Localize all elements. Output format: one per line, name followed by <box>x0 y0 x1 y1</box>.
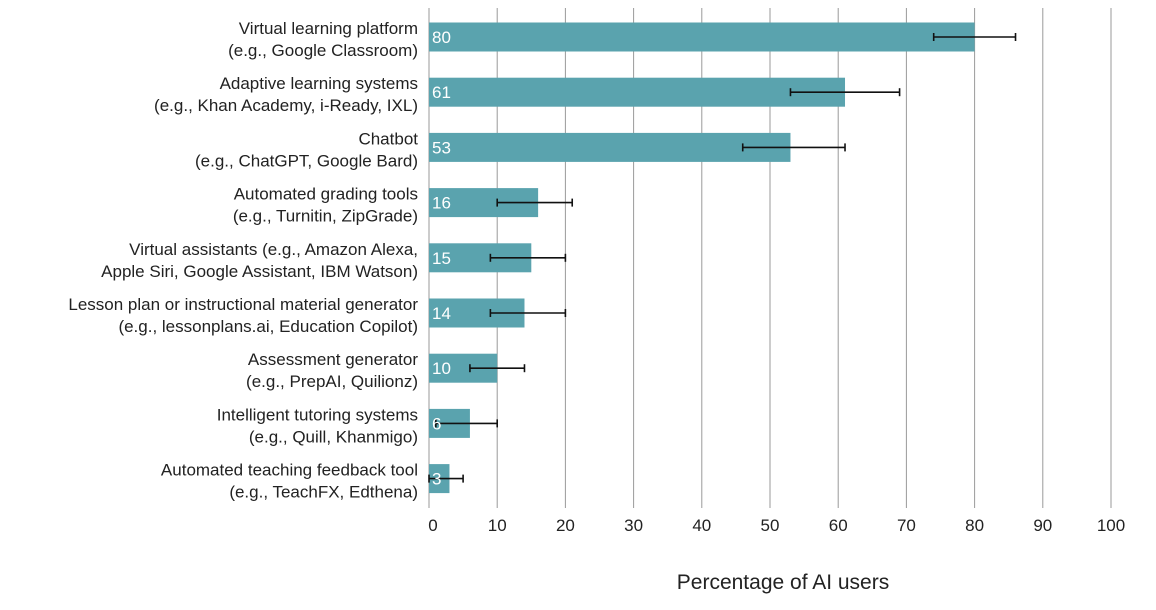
data-labels: 80 61 53 16 15 14 10 6 3 <box>432 28 451 489</box>
bar <box>429 132 791 162</box>
bar-value-label: 53 <box>432 138 451 157</box>
bar <box>429 77 846 107</box>
x-tick-label: 50 <box>761 516 780 535</box>
x-tick-labels: 0 10 20 30 40 50 60 70 80 90 100 <box>428 516 1125 535</box>
x-tick-label: 20 <box>556 516 575 535</box>
category-label: (e.g., ChatGPT, Google Bard) <box>195 151 418 170</box>
category-label: Virtual assistants (e.g., Amazon Alexa, <box>129 240 418 259</box>
x-tick-label: 80 <box>965 516 984 535</box>
category-label: (e.g., Google Classroom) <box>228 41 418 60</box>
category-label: (e.g., Quill, Khanmigo) <box>249 427 418 446</box>
category-label: Virtual learning platform <box>239 19 418 38</box>
category-label: Lesson plan or instructional material ge… <box>68 295 418 314</box>
category-label: Intelligent tutoring systems <box>217 405 418 424</box>
bar-value-label: 14 <box>432 304 451 323</box>
bar-value-label: 80 <box>432 28 451 47</box>
x-tick-label: 30 <box>624 516 643 535</box>
x-tick-label: 0 <box>428 516 437 535</box>
x-tick-label: 60 <box>829 516 848 535</box>
x-tick-label: 40 <box>692 516 711 535</box>
category-label: (e.g., lessonplans.ai, Education Copilot… <box>118 317 418 336</box>
x-axis-label: Percentage of AI users <box>677 571 889 594</box>
bar-value-label: 6 <box>432 414 441 433</box>
bar <box>429 22 975 52</box>
category-labels: Virtual learning platform (e.g., Google C… <box>68 19 418 502</box>
x-tick-label: 70 <box>897 516 916 535</box>
bar-value-label: 10 <box>432 359 451 378</box>
x-tick-label: 10 <box>488 516 507 535</box>
x-tick-label: 100 <box>1097 516 1125 535</box>
category-label: Adaptive learning systems <box>220 74 418 93</box>
bar-value-label: 61 <box>432 83 451 102</box>
category-label: Apple Siri, Google Assistant, IBM Watson… <box>101 262 418 281</box>
bars <box>429 22 975 494</box>
category-label: Automated teaching feedback tool <box>161 461 418 480</box>
category-label: (e.g., TeachFX, Edthena) <box>229 483 418 502</box>
category-label: Automated grading tools <box>234 185 418 204</box>
bar-value-label: 15 <box>432 249 451 268</box>
bar-value-label: 3 <box>432 470 441 489</box>
category-label: (e.g., Khan Academy, i-Ready, IXL) <box>154 96 418 115</box>
bar-value-label: 16 <box>432 194 451 213</box>
category-label: (e.g., PrepAI, Quilionz) <box>246 372 418 391</box>
category-label: Assessment generator <box>248 350 418 369</box>
category-label: (e.g., Turnitin, ZipGrade) <box>233 207 418 226</box>
x-tick-label: 90 <box>1033 516 1052 535</box>
category-label: Chatbot <box>358 129 418 148</box>
error-bars <box>428 33 1017 483</box>
